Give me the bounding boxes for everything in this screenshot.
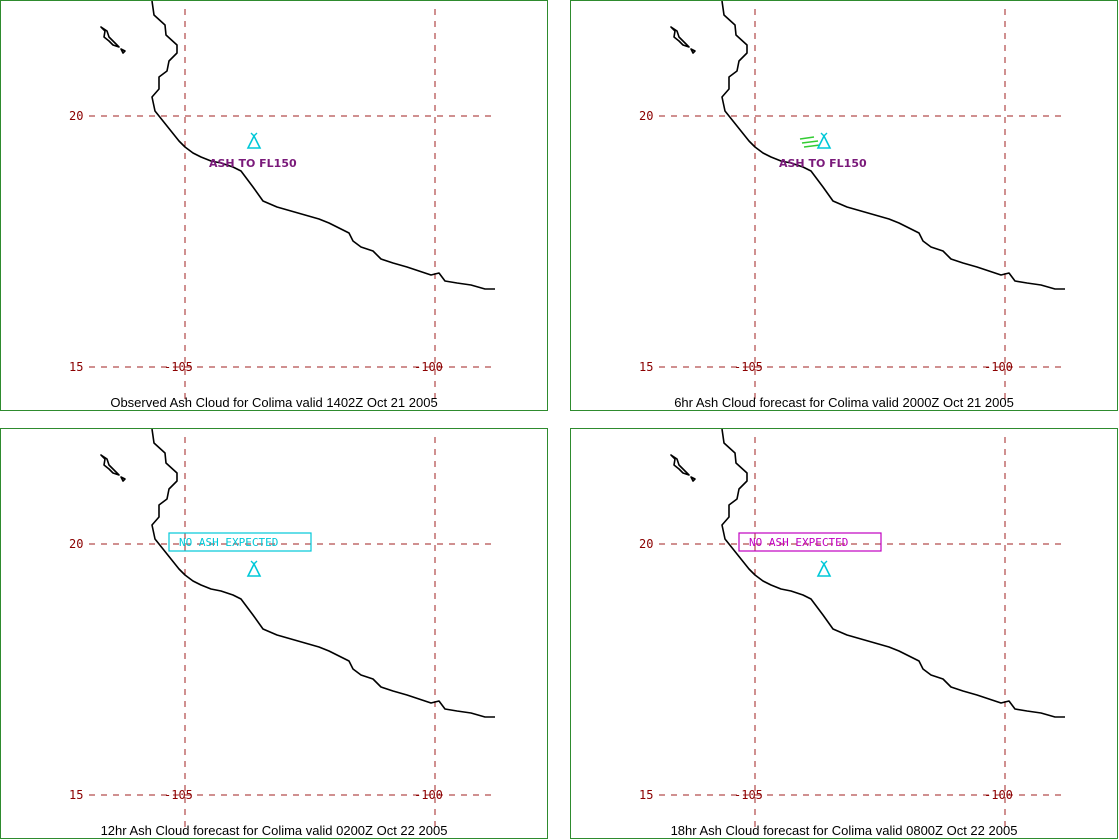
coastline: [151, 429, 495, 718]
map-canvas: 20 15 -105 -100 NO ASH EXPECTED: [639, 429, 1067, 829]
no-ash-box: [738, 532, 882, 552]
ash-annotation: ASH TO FL150: [209, 157, 297, 170]
no-ash-box: [168, 532, 312, 552]
lon-label-105: -105: [164, 360, 193, 374]
map-panel-12hr: 20 15 -105 -100 NO ASH EXPECTED 12hr Ash…: [0, 428, 548, 839]
lon-label-100: -100: [984, 788, 1013, 802]
lon-label-100: -100: [984, 360, 1013, 374]
graticule: [89, 437, 497, 829]
map-panel-18hr: 20 15 -105 -100 NO ASH EXPECTED 18hr Ash…: [570, 428, 1118, 839]
graticule: [659, 9, 1067, 401]
ash-annotation: NO ASH EXPECTED: [749, 536, 848, 549]
coastline: [151, 1, 495, 290]
panel-caption: 12hr Ash Cloud forecast for Colima valid…: [100, 823, 448, 838]
volcano-icon: [816, 560, 832, 577]
volcano-icon: [246, 132, 262, 149]
map-canvas: 20 15 -105 -100 ASH TO FL150: [69, 1, 497, 401]
islands: [100, 26, 126, 54]
lat-label-15: 15: [639, 788, 653, 802]
panel-caption: Observed Ash Cloud for Colima valid 1402…: [110, 395, 438, 410]
volcano-icon: [246, 560, 262, 577]
islands: [670, 454, 696, 482]
graticule: [89, 9, 497, 401]
lat-label-15: 15: [69, 360, 83, 374]
lat-label-20: 20: [639, 109, 653, 123]
coastline: [721, 1, 1065, 290]
graticule: [659, 437, 1067, 829]
lon-label-100: -100: [414, 788, 443, 802]
lon-label-105: -105: [734, 788, 763, 802]
ash-annotation: NO ASH EXPECTED: [179, 536, 278, 549]
map-canvas: 20 15 -105 -100 ASH TO FL150: [639, 1, 1067, 401]
panel-caption: 6hr Ash Cloud forecast for Colima valid …: [674, 395, 1014, 410]
lon-label-100: -100: [414, 360, 443, 374]
panel-caption: 18hr Ash Cloud forecast for Colima valid…: [670, 823, 1018, 838]
map-panel-6hr: 20 15 -105 -100 ASH TO FL150 6hr Ash Clo…: [570, 0, 1118, 411]
volcano-icon: [816, 132, 832, 149]
map-canvas: 20 15 -105 -100 NO ASH EXPECTED: [69, 429, 497, 829]
coastline: [721, 429, 1065, 718]
lat-label-20: 20: [639, 537, 653, 551]
lat-label-20: 20: [69, 537, 83, 551]
islands: [670, 26, 696, 54]
ash-annotation: ASH TO FL150: [779, 157, 867, 170]
map-panel-observed: 20 15 -105 -100 ASH TO FL150 Observed As…: [0, 0, 548, 411]
ash-cloud-marks: [799, 136, 821, 148]
lat-label-15: 15: [69, 788, 83, 802]
islands: [100, 454, 126, 482]
lat-label-15: 15: [639, 360, 653, 374]
lon-label-105: -105: [734, 360, 763, 374]
lon-label-105: -105: [164, 788, 193, 802]
lat-label-20: 20: [69, 109, 83, 123]
